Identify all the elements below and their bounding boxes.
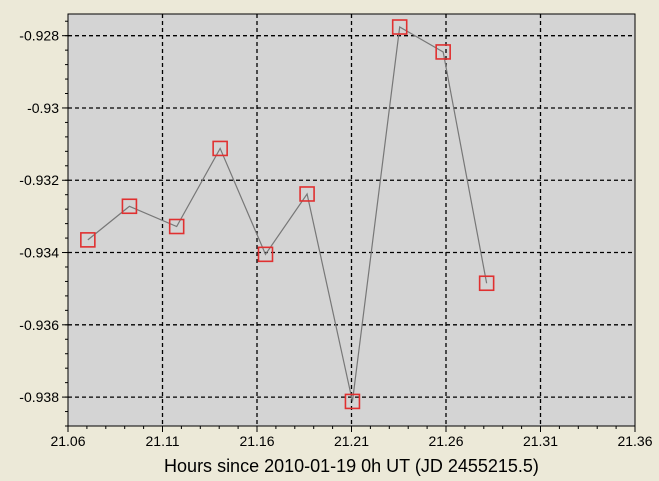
x-tick-label: 21.31: [523, 433, 558, 449]
x-tick-label: 21.36: [617, 433, 652, 449]
y-tick-label: -0.938: [19, 389, 59, 405]
data-point-marker: [212, 140, 228, 157]
data-point-marker: [344, 393, 361, 410]
data-point-marker: [121, 198, 138, 215]
y-tick-label: -0.93: [27, 100, 59, 116]
x-tick-label: 21.21: [334, 433, 369, 449]
data-markers: [80, 19, 495, 410]
data-point-marker: [391, 19, 408, 35]
plot-frame: [67, 13, 636, 427]
x-tick-labels: 21.06 21.11 21.16 21.21 21.26 21.31 21.36: [50, 433, 652, 449]
data-point-marker: [80, 232, 96, 248]
data-point-marker: [435, 44, 451, 60]
data-point-marker: [299, 186, 315, 202]
y-tick-label: -0.934: [19, 245, 59, 261]
x-tick-label: 21.06: [50, 433, 85, 449]
x-axis-title: Hours since 2010-01-19 0h UT (JD 2455215…: [164, 456, 539, 476]
y-tick-label: -0.928: [19, 28, 59, 44]
data-point-marker: [168, 218, 185, 235]
y-tick-labels: -0.928 -0.93 -0.932 -0.934 -0.936 -0.938: [19, 28, 59, 405]
series-polyline: [87, 26, 488, 402]
data-point-marker: [478, 275, 495, 292]
x-tick-label: 21.11: [146, 433, 180, 449]
y-tick-label: -0.936: [19, 317, 59, 333]
y-tick-label: -0.932: [19, 172, 59, 188]
data-point-marker: [257, 246, 274, 263]
x-tick-label: 21.26: [428, 433, 463, 449]
x-tick-label: 21.16: [239, 433, 274, 449]
series-line: [87, 26, 488, 402]
